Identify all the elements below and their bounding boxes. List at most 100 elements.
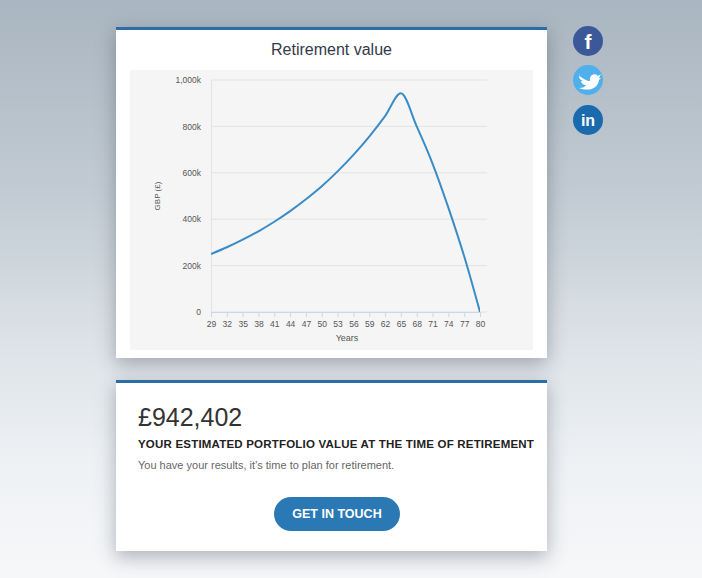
x-tick-mark [369, 312, 370, 317]
x-tick-mark [290, 312, 291, 317]
x-tick-label: 38 [254, 319, 264, 329]
chart: Retirement value 0 200k 400k 600k 800k 1,000k 2… [116, 27, 547, 361]
x-tick-label: 53 [333, 319, 343, 329]
x-tick-label: 71 [428, 319, 438, 329]
y-tick-label: 400k [183, 214, 202, 224]
x-tick-mark [448, 312, 449, 317]
x-tick-label: 56 [349, 319, 359, 329]
portfolio-value: £942,402 [138, 403, 242, 432]
grid-line [211, 265, 487, 266]
x-tick-mark [211, 312, 212, 317]
y-tick-label: 600k [183, 168, 202, 178]
x-tick: 56 [349, 312, 359, 329]
x-tick-mark [258, 312, 259, 317]
facebook-letter[interactable]: f [585, 30, 593, 53]
x-tick-mark [243, 312, 244, 317]
linkedin-circle[interactable] [573, 105, 603, 135]
x-tick-label: 47 [302, 319, 312, 329]
x-tick-label: 68 [412, 319, 422, 329]
x-tick-mark [385, 312, 386, 317]
x-tick-mark [306, 312, 307, 317]
x-tick: 50 [318, 312, 328, 329]
y-tick: 200k [183, 261, 211, 271]
x-tick: 68 [412, 312, 422, 329]
x-tick-mark [401, 312, 402, 317]
grid-line [211, 126, 487, 127]
y-axis-title: GBP (£) [153, 181, 162, 210]
y-tick: 1,000k [175, 75, 211, 85]
x-tick-mark [274, 312, 275, 317]
twitter-circle[interactable] [573, 65, 603, 95]
x-tick: 62 [381, 312, 391, 329]
x-tick-label: 35 [238, 319, 248, 329]
linkedin-icon[interactable]: in [573, 105, 603, 135]
y-axis: 0 200k 400k 600k 800k 1,000k [175, 75, 211, 317]
x-tick-label: 62 [381, 319, 391, 329]
x-tick: 65 [397, 312, 407, 329]
x-tick: 53 [333, 312, 343, 329]
x-tick-mark [227, 312, 228, 317]
y-tick-label: 800k [183, 122, 202, 132]
plot-area [211, 93, 480, 312]
plot-background [130, 70, 533, 350]
y-axis-line [211, 81, 212, 313]
y-tick: 600k [183, 168, 211, 178]
twitter-icon[interactable] [573, 65, 603, 95]
series-line [211, 93, 480, 312]
contact-button[interactable]: GET IN TOUCH [274, 497, 400, 531]
x-tick-mark [353, 312, 354, 317]
x-tick: 47 [302, 312, 312, 329]
x-tick-mark [433, 312, 434, 317]
x-axis: 29 32 35 38 41 44 47 50 53 56 59 62 65 68 71 74 77 80 [207, 312, 486, 329]
grid-line [211, 172, 487, 173]
linkedin-letters[interactable]: in [581, 112, 595, 129]
x-axis-line [212, 312, 481, 313]
x-tick: 35 [238, 312, 248, 329]
twitter-bird[interactable] [579, 74, 601, 90]
x-tick-label: 65 [397, 319, 407, 329]
x-tick-label: 32 [223, 319, 233, 329]
x-tick-mark [338, 312, 339, 317]
x-tick: 80 [476, 312, 486, 329]
result-heading: YOUR ESTIMATED PORTFOLIO VALUE AT THE TI… [138, 438, 534, 450]
y-tick-label: 0 [196, 307, 201, 317]
grid-line [211, 80, 487, 81]
x-axis-title: Years [336, 333, 359, 343]
x-tick-label: 50 [318, 319, 328, 329]
x-tick-label: 80 [476, 319, 486, 329]
facebook-icon[interactable]: f [573, 26, 603, 56]
x-tick: 29 [207, 312, 217, 329]
x-tick-mark [464, 312, 465, 317]
x-tick-label: 29 [207, 319, 217, 329]
x-tick-mark [480, 312, 481, 317]
x-tick-label: 77 [460, 319, 470, 329]
y-tick-label: 200k [183, 261, 202, 271]
grid [211, 80, 487, 312]
x-tick-label: 41 [270, 319, 280, 329]
x-tick: 41 [270, 312, 280, 329]
x-tick-mark [417, 312, 418, 317]
x-tick-mark [322, 312, 323, 317]
social-icons: f in [570, 24, 610, 144]
x-tick: 77 [460, 312, 470, 329]
y-tick-label: 1,000k [175, 75, 201, 85]
result-card: £942,402 YOUR ESTIMATED PORTFOLIO VALUE A… [116, 380, 547, 551]
chart-card: Retirement value 0 200k 400k 600k 800k 1,000k 2… [116, 27, 547, 358]
x-tick: 71 [428, 312, 438, 329]
x-tick: 38 [254, 312, 264, 329]
grid-line [211, 312, 487, 313]
grid-line [211, 219, 487, 220]
y-tick: 400k [183, 214, 211, 224]
x-tick: 74 [444, 312, 454, 329]
y-tick: 0 [196, 307, 211, 317]
facebook-circle[interactable] [573, 26, 603, 56]
result-text: You have your results, it’s time to plan… [138, 459, 394, 471]
x-tick-label: 59 [365, 319, 375, 329]
x-tick: 32 [223, 312, 233, 329]
x-tick-label: 74 [444, 319, 454, 329]
chart-title: Retirement value [271, 41, 392, 58]
y-tick: 800k [183, 122, 211, 132]
x-tick: 44 [286, 312, 296, 329]
x-tick: 59 [365, 312, 375, 329]
x-tick-label: 44 [286, 319, 296, 329]
